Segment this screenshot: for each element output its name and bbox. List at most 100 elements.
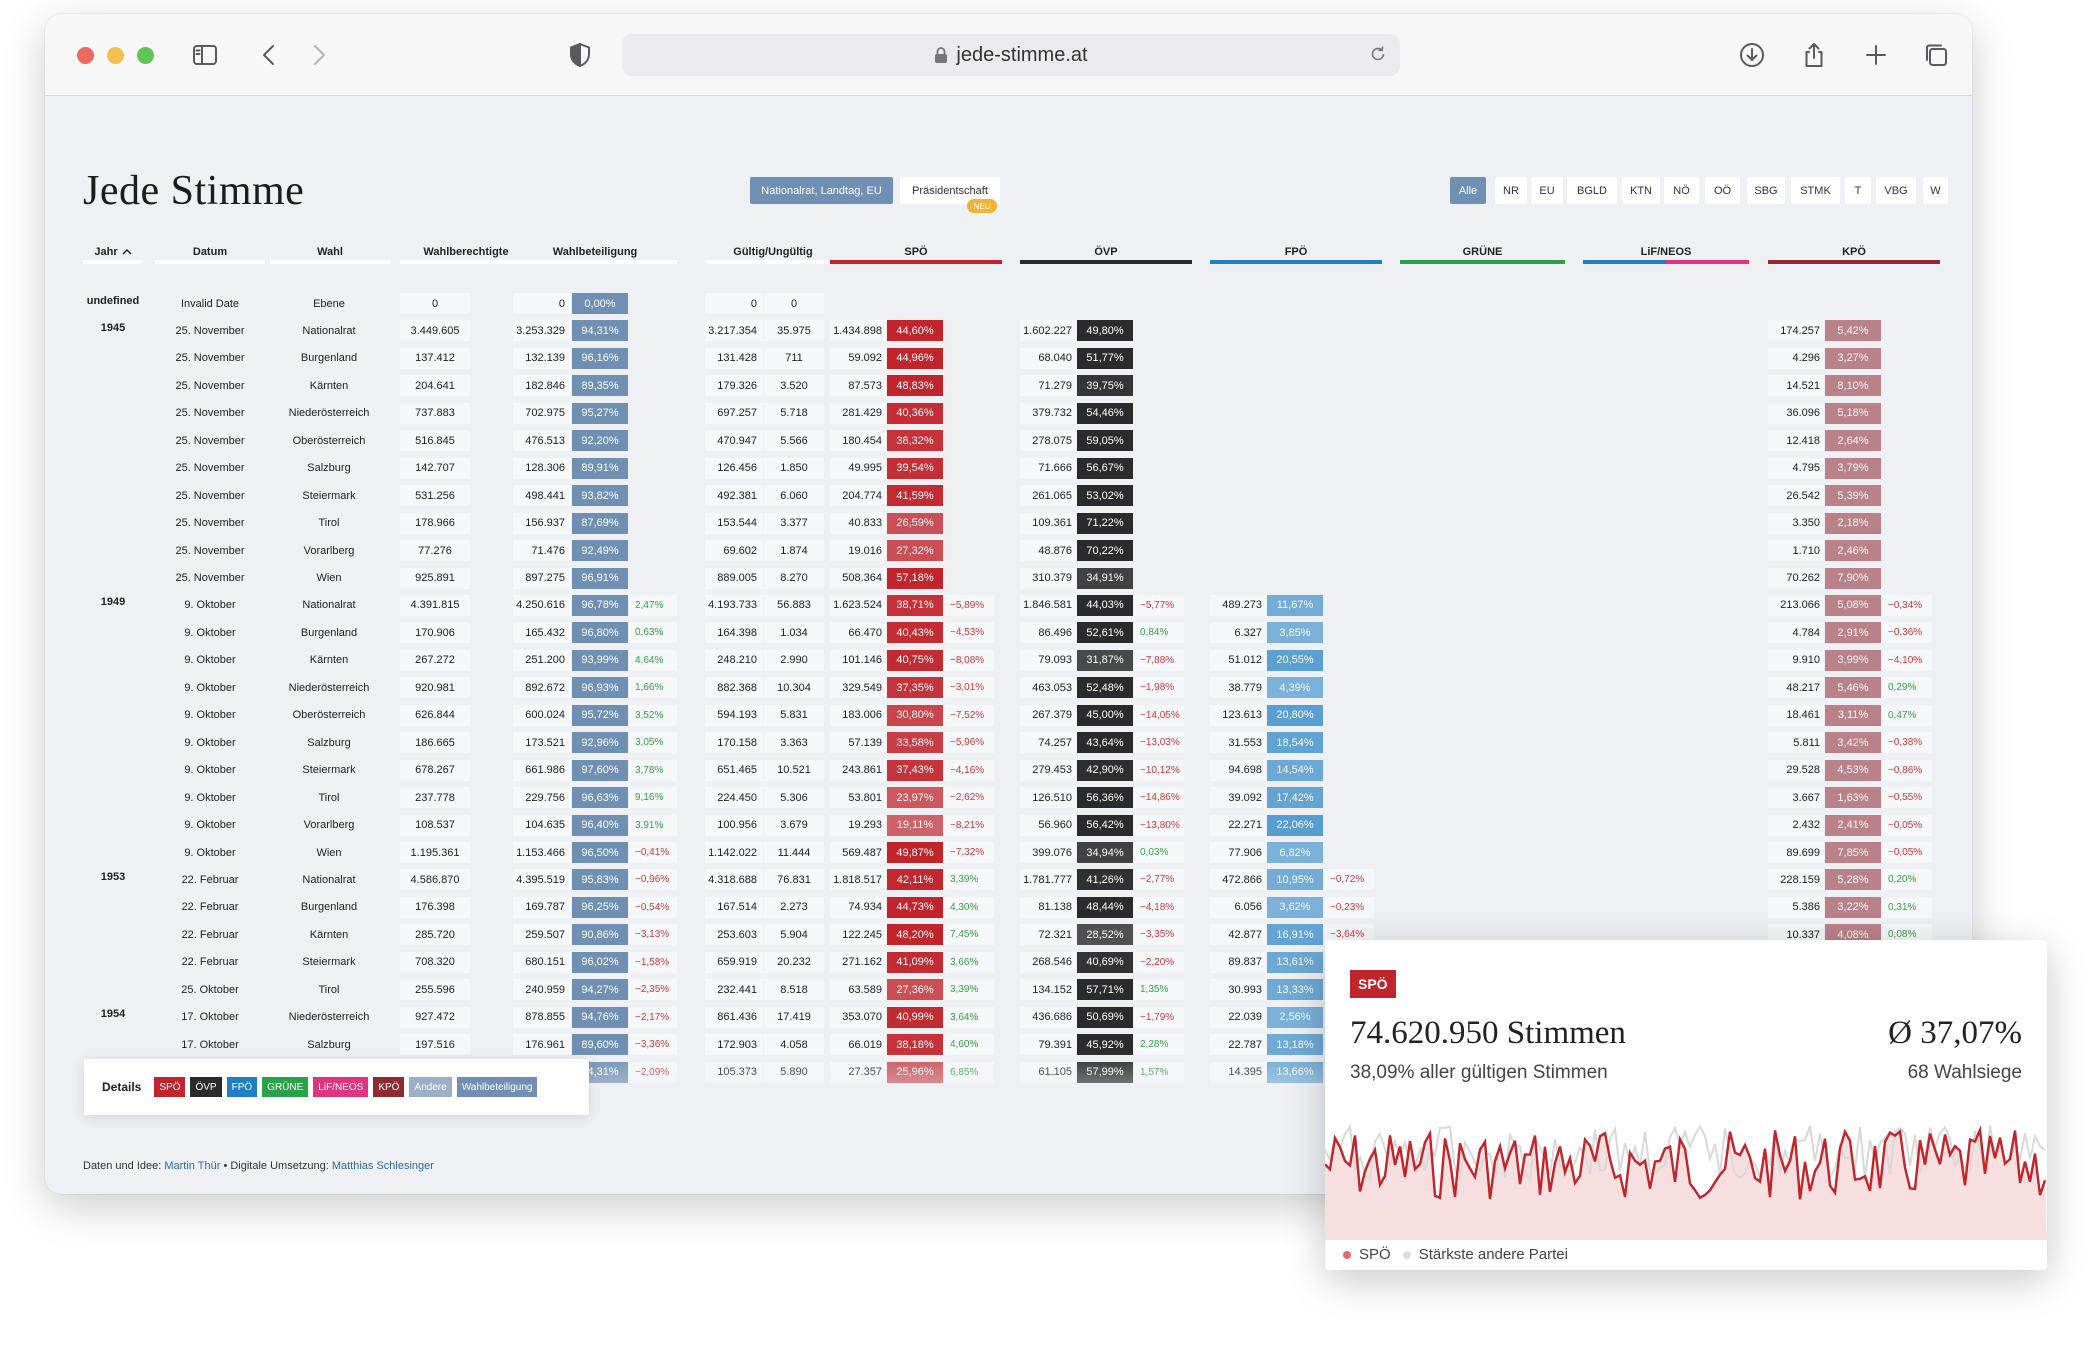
- cell-jahr: [83, 812, 143, 833]
- cell-ungueltig: 0: [764, 293, 824, 314]
- details-tag-wahlbeteiligung[interactable]: Wahlbeteiligung: [456, 1077, 538, 1097]
- cell-jahr: [83, 839, 143, 860]
- footer-credits: Daten und Idee: Martin Thür • Digitale U…: [83, 1160, 434, 1172]
- filter-nö[interactable]: NÖ: [1664, 177, 1699, 204]
- table-row[interactable]: 25. November Vorarlberg 77.276 71.476 92,49%…: [45, 537, 1972, 564]
- table-row[interactable]: 9. Oktober Vorarlberg 108.537 104.635 96,40%…: [45, 812, 1972, 839]
- filter-bgld[interactable]: BGLD: [1567, 177, 1617, 204]
- col-header-gueltig[interactable]: Gültig/Ungültig: [733, 246, 813, 258]
- table-row[interactable]: 9. Oktober Steiermark 678.267 661.986 97,60%…: [45, 757, 1972, 784]
- cell-fpo-pct: 13,61%: [1267, 951, 1323, 973]
- table-row[interactable]: 9. Oktober Wien 1.195.361 1.153.466 96,50% −0…: [45, 839, 1972, 866]
- table-row[interactable]: 9. Oktober Kärnten 267.272 251.200 93,99% 4,6…: [45, 647, 1972, 674]
- sidebar-icon[interactable]: [190, 40, 220, 70]
- close-window-button[interactable]: [77, 47, 94, 64]
- table-row[interactable]: 22. Februar Kärnten 285.720 259.507 90,86% −3…: [45, 921, 1972, 948]
- table-row[interactable]: 25. November Niederösterreich 737.883 702.9…: [45, 400, 1972, 427]
- share-icon[interactable]: [1799, 40, 1829, 70]
- table-row[interactable]: 17. Oktober Salzburg 197.516 176.961 89,60% −…: [45, 1031, 1972, 1058]
- address-bar[interactable]: jede-stimme.at: [622, 34, 1400, 76]
- cell-ovp-diff: 2,28%: [1134, 1034, 1184, 1056]
- table-row[interactable]: 25. November Oberösterreich 516.845 476.513…: [45, 427, 1972, 454]
- table-row[interactable]: 9. Oktober Oberösterreich 626.844 600.024 95…: [45, 702, 1972, 729]
- cell-spo-diff: 3,64%: [944, 1006, 994, 1028]
- filter-t[interactable]: T: [1845, 177, 1871, 204]
- cell-wahlberechtigte: 737.883: [400, 402, 470, 424]
- filter-stmk[interactable]: STMK: [1791, 177, 1840, 204]
- cell-beteiligung-pct: 95,72%: [572, 704, 628, 726]
- cell-wahlberechtigte: 925.891: [400, 567, 470, 589]
- table-row[interactable]: 9. Oktober Burgenland 170.906 165.432 96,80%…: [45, 619, 1972, 646]
- filter-ktn[interactable]: KTN: [1622, 177, 1660, 204]
- cell-kpo-votes: 36.096: [1768, 402, 1824, 424]
- table-row[interactable]: 9. Oktober Tirol 237.778 229.756 96,63% 9,16%…: [45, 784, 1972, 811]
- details-tag-lifneos[interactable]: LiF/NEOS: [313, 1077, 369, 1097]
- details-tag-vp[interactable]: ÖVP: [190, 1077, 222, 1097]
- table-row[interactable]: 25. November Steiermark 531.256 498.441 93,8…: [45, 482, 1972, 509]
- details-tag-kp[interactable]: KPÖ: [373, 1077, 405, 1097]
- filter-w[interactable]: W: [1923, 177, 1948, 204]
- col-header-party[interactable]: KPÖ: [1842, 246, 1866, 258]
- details-tag-sp[interactable]: SPÖ: [154, 1077, 186, 1097]
- download-icon[interactable]: [1737, 40, 1767, 70]
- wahltyp-tab-nr-lt-eu[interactable]: Nationalrat, Landtag, EU: [750, 177, 893, 204]
- reload-icon[interactable]: [1368, 44, 1388, 64]
- col-header-party[interactable]: LiF/NEOS: [1640, 246, 1692, 258]
- shield-icon[interactable]: [565, 40, 595, 70]
- cell-datum: 22. Februar: [181, 956, 239, 969]
- forward-icon[interactable]: [303, 40, 333, 70]
- table-row[interactable]: 1954 17. Oktober Niederösterreich 927.472 87…: [45, 1004, 1972, 1031]
- col-header-jahr[interactable]: Jahr: [83, 240, 143, 264]
- filter-eu[interactable]: EU: [1531, 177, 1563, 204]
- table-row[interactable]: 1949 9. Oktober Nationalrat 4.391.815 4.250.…: [45, 592, 1972, 619]
- table-row[interactable]: 22. Februar Steiermark 708.320 680.151 96,02…: [45, 949, 1972, 976]
- table-row[interactable]: 25. November Burgenland 137.412 132.139 96,1…: [45, 345, 1972, 372]
- author-link-martin[interactable]: Martin Thür: [164, 1160, 221, 1172]
- col-header-wahlberechtigte[interactable]: Wahlberechtigte: [423, 246, 509, 258]
- author-link-matthias[interactable]: Matthias Schlesinger: [331, 1160, 434, 1172]
- col-header-wahl[interactable]: Wahl: [317, 246, 343, 258]
- col-header-party[interactable]: SPÖ: [904, 246, 928, 258]
- col-header-datum[interactable]: Datum: [192, 246, 228, 258]
- cell-kpo-votes: 89.699: [1768, 842, 1824, 863]
- cell-ovp-pct: 31,87%: [1077, 649, 1133, 671]
- table-row[interactable]: 22. Februar Burgenland 176.398 169.787 96,25…: [45, 894, 1972, 921]
- table-row[interactable]: 25. November Tirol 178.966 156.937 87,69% 153…: [45, 510, 1972, 537]
- table-row[interactable]: 25. November Salzburg 142.707 128.306 89,91%…: [45, 455, 1972, 482]
- filter-nr[interactable]: NR: [1495, 177, 1527, 204]
- filter-alle[interactable]: Alle: [1450, 177, 1486, 204]
- details-tag-grne[interactable]: GRÜNE: [262, 1077, 309, 1097]
- col-header-party[interactable]: GRÜNE: [1462, 246, 1503, 258]
- table-row[interactable]: undefined Invalid Date Ebene 0 0 0,00% 0 0: [45, 290, 1972, 317]
- new-tab-icon[interactable]: [1861, 40, 1891, 70]
- cell-fpo-votes: 38.779: [1210, 677, 1266, 699]
- filter-vbg[interactable]: VBG: [1876, 177, 1916, 204]
- cell-wahlberechtigte: 77.276: [400, 540, 470, 562]
- cell-beteiligung-diff: 9,16%: [629, 787, 677, 809]
- table-row[interactable]: 25. Oktober Tirol 255.596 240.959 94,27% −2,3…: [45, 976, 1972, 1003]
- col-header-party[interactable]: FPÖ: [1284, 246, 1308, 258]
- col-header-wahlbeteiligung[interactable]: Wahlbeteiligung: [552, 246, 638, 258]
- back-icon[interactable]: [255, 40, 285, 70]
- table-row[interactable]: 1945 25. November Nationalrat 3.449.605 3.25…: [45, 317, 1972, 344]
- table-row[interactable]: 25. November Wien 925.891 897.275 96,91% 889.…: [45, 565, 1972, 592]
- details-tag-fp[interactable]: FPÖ: [226, 1077, 258, 1097]
- filter-oö[interactable]: OÖ: [1705, 177, 1740, 204]
- cell-spo-votes: 57.139: [830, 732, 886, 754]
- cell-gueltig: 179.326: [705, 375, 763, 397]
- minimize-window-button[interactable]: [107, 47, 124, 64]
- table-row[interactable]: 1953 22. Februar Nationalrat 4.586.870 4.395…: [45, 866, 1972, 893]
- cell-spo-pct: 23,97%: [887, 787, 943, 809]
- cell-ovp-diff: −3,35%: [1134, 924, 1184, 946]
- filter-sbg[interactable]: SBG: [1747, 177, 1785, 204]
- details-tag-andere[interactable]: Andere: [409, 1077, 452, 1097]
- maximize-window-button[interactable]: [137, 47, 154, 64]
- table-row[interactable]: 25. November Kärnten 204.641 182.846 89,35% 1…: [45, 372, 1972, 399]
- table-row[interactable]: 9. Oktober Salzburg 186.665 173.521 92,96% 3,…: [45, 729, 1972, 756]
- cell-beteiligung-count: 892.672: [513, 677, 571, 699]
- table-row[interactable]: 9. Oktober Niederösterreich 920.981 892.672…: [45, 674, 1972, 701]
- tabs-overview-icon[interactable]: [1921, 40, 1951, 70]
- cell-fpo-votes: 22.787: [1210, 1034, 1266, 1056]
- col-header-party[interactable]: ÖVP: [1094, 246, 1118, 258]
- cell-wahl: Nationalrat: [302, 873, 356, 886]
